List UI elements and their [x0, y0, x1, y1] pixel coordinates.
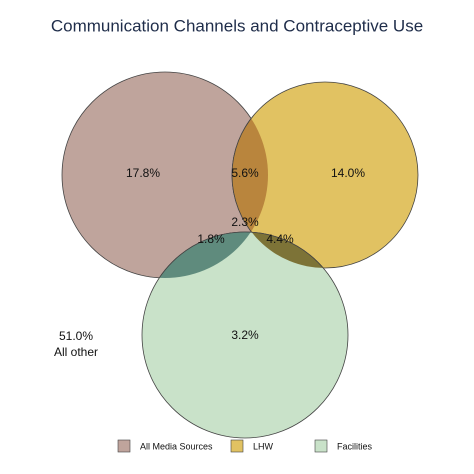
legend-swatch	[230, 439, 244, 453]
region-label: 2.3%	[231, 215, 259, 229]
region-label: 1.8%	[197, 232, 225, 246]
legend: All Media Sources LHW Facilities	[117, 439, 373, 453]
region-label: 3.2%	[231, 328, 259, 342]
region-label: 5.6%	[231, 166, 259, 180]
legend-swatch	[117, 439, 131, 453]
chart-title: Communication Channels and Contraceptive…	[51, 16, 423, 35]
venn-labels: 17.8% 14.0% 3.2% 5.6% 1.8% 4.4% 2.3% 51.0% All o…	[54, 166, 365, 359]
venn-region	[141, 231, 268, 278]
legend-label: Facilities	[337, 441, 373, 451]
other-value-label: 51.0%	[59, 329, 93, 343]
region-label: 17.8%	[126, 166, 160, 180]
region-label: 14.0%	[331, 166, 365, 180]
legend-label: All Media Sources	[140, 441, 213, 451]
legend-label: LHW	[253, 441, 274, 451]
legend-swatch	[314, 439, 328, 453]
venn-plot	[61, 71, 419, 439]
other-label: All other	[54, 345, 98, 359]
venn-region	[231, 81, 268, 269]
region-label: 4.4%	[266, 232, 294, 246]
